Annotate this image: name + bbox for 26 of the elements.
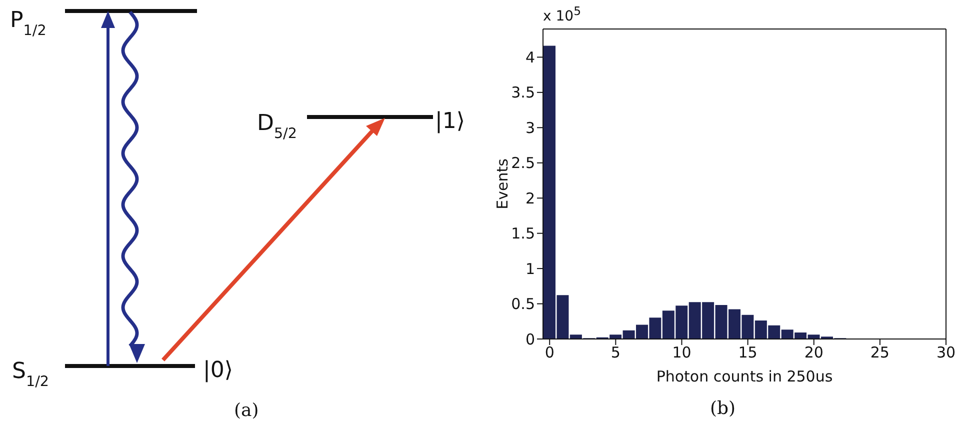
y-tick-label: 2.5 <box>511 154 535 172</box>
text: P$_{1/2}$ <box>10 8 46 39</box>
y-tick-label: 4 <box>525 48 535 67</box>
text: x 10$^{5}$ <box>543 4 581 25</box>
y-tick-label: 3 <box>525 118 535 137</box>
text: (a) <box>234 400 259 421</box>
y-tick-label: 2 <box>525 189 535 208</box>
x-axis-title: Photon counts in 250us <box>656 368 833 386</box>
x-tick-label: 20 <box>804 344 824 362</box>
text: (b) <box>710 398 736 419</box>
text: |0⟩ <box>203 358 233 383</box>
text: |1⟩ <box>435 109 465 134</box>
y-tick-label: 0 <box>525 330 535 348</box>
y-tick-label: 0.5 <box>511 295 535 314</box>
x-tick-label: 0 <box>544 344 554 362</box>
y-axis-title: Events <box>493 158 512 210</box>
text: S$_{1/2}$ <box>12 359 49 390</box>
y-tick-label: 3.5 <box>511 84 535 102</box>
x-tick-label: 5 <box>610 344 620 362</box>
x-tick-label: 30 <box>936 344 956 362</box>
y-tick-label: 1 <box>525 260 535 278</box>
y-tick-label: 1.5 <box>511 224 535 243</box>
text: D$_{5/2}$ <box>257 111 297 142</box>
x-tick-label: 15 <box>738 344 758 362</box>
x-tick-label: 25 <box>870 344 890 362</box>
x-tick-label: 10 <box>672 344 692 362</box>
